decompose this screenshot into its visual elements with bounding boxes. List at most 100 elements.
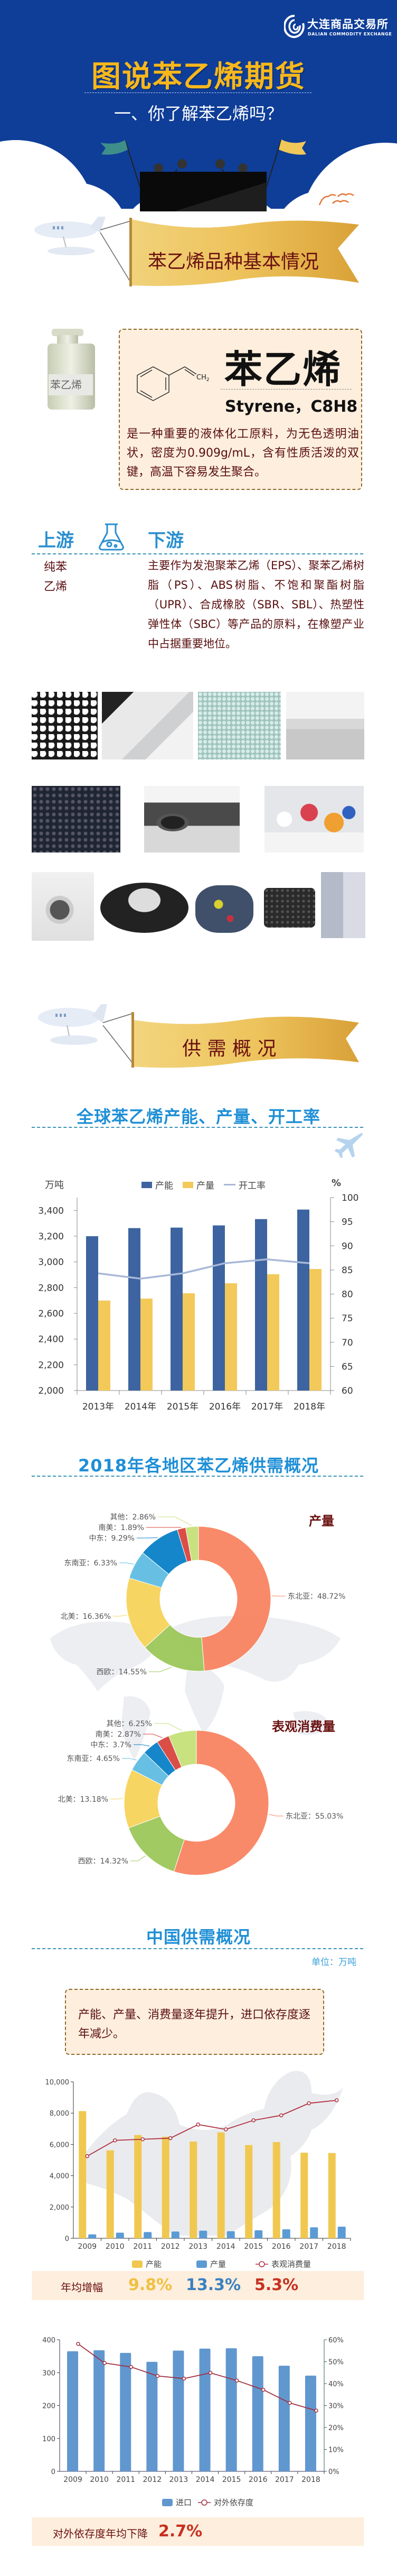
photo-laptop-keyboard	[32, 786, 120, 853]
bar-capacity	[106, 2150, 114, 2238]
slice-label: 东南亚：6.33%	[64, 1559, 117, 1568]
pie-title-consumption: 表观消费量	[272, 1719, 335, 1734]
consumption-point	[224, 2127, 228, 2132]
y-tick-label: 100	[42, 2435, 55, 2443]
styrene-description: 是一种重要的液体化工原料，为无色透明油状，密度为0.909g/mL，含有性质活泼…	[127, 428, 359, 479]
y-tick-label: 2,200	[38, 1360, 64, 1370]
regional-consumption-donut: 东北亚：55.03% 西欧：14.32% 北美：13.18% 东南亚：4.65% 中东：…	[58, 1720, 343, 1876]
y-tick-label: 0	[65, 2235, 69, 2243]
x-tick-label: 2013年	[82, 1402, 114, 1412]
legend-label: 对外依存度	[214, 2498, 254, 2507]
bar-capacity	[171, 1227, 183, 1391]
x-tick-label: 2016年	[209, 1402, 241, 1412]
leader-line	[143, 1734, 163, 1738]
bar-output	[267, 1274, 279, 1391]
china-summary-text: 产能、产量、消费量逐年提升，进口依存度逐年减少。	[78, 2008, 311, 2041]
y2-tick-label: 75	[342, 1313, 353, 1324]
title-divider	[84, 92, 311, 93]
slice-label: 北美：13.18%	[58, 1795, 108, 1804]
legend-swatch-consumption	[256, 2260, 269, 2267]
bar-capacity	[213, 1225, 225, 1391]
y2-tick-label: 80	[342, 1290, 353, 1300]
dependency-point	[314, 2408, 318, 2413]
china-divider	[32, 1948, 363, 1949]
consumption-point	[196, 2123, 200, 2127]
bar-output	[254, 2230, 263, 2238]
dce-logo-icon	[284, 14, 305, 38]
slice-label: 西欧：14.32%	[78, 1857, 128, 1866]
consumption-point	[307, 2101, 311, 2106]
bar-capacity	[86, 1236, 98, 1391]
dependency-point	[234, 2378, 239, 2383]
leader-line	[113, 1615, 127, 1617]
podium-illustration	[100, 139, 306, 211]
dependency-value: 2.7%	[158, 2522, 203, 2541]
leader-line	[122, 1758, 137, 1760]
bar-output	[309, 1269, 322, 1391]
bar-import	[252, 2356, 263, 2471]
photo-foam-sheet	[286, 692, 364, 759]
bar-import	[199, 2348, 211, 2471]
downstream-description: 主要作为发泡聚苯乙烯（EPS）、聚苯乙烯树脂（PS）、ABS树脂、不饱和聚酯树脂…	[148, 559, 364, 650]
seaplane-icon	[38, 1004, 107, 1045]
y2-tick-label: 0%	[328, 2468, 339, 2476]
bar-output	[88, 2234, 97, 2238]
leader-line	[130, 1855, 146, 1861]
donut-slice-6	[185, 1526, 199, 1561]
legend-label: 产能	[146, 2259, 162, 2269]
bottle-label: 苯乙烯	[50, 378, 82, 391]
bar-import	[173, 2350, 184, 2471]
x-tick-label: 2009	[63, 2476, 82, 2484]
bar-capacity	[255, 1219, 267, 1391]
legend-label: 产量	[210, 2259, 226, 2269]
line-dependency	[78, 2343, 317, 2411]
bar-output	[199, 2230, 207, 2238]
y-tick-label: 200	[42, 2403, 55, 2411]
x-tick-label: 2011	[116, 2476, 135, 2484]
y2-tick-label: 65	[342, 1361, 353, 1372]
dependency-point	[155, 2374, 160, 2378]
dependency-point	[208, 2370, 213, 2375]
y-tick-label: 8,000	[50, 2110, 69, 2118]
pie-title-output: 产量	[309, 1514, 334, 1528]
y2-tick-label: 95	[342, 1217, 353, 1228]
y-tick-label: 2,600	[38, 1309, 64, 1319]
upstream-heading: 上游	[38, 530, 74, 551]
x-tick-label: 2010	[90, 2476, 109, 2484]
photo-plastic-toys	[264, 786, 364, 853]
slice-label: 西欧：14.55%	[97, 1668, 147, 1676]
slice-label: 东北亚：55.03%	[286, 1812, 343, 1821]
y-tick-label: 3,000	[38, 1257, 64, 1268]
slice-label: 南美：2.87%	[96, 1730, 141, 1739]
legend-label: 产能	[155, 1181, 173, 1191]
regional-chart-divider	[32, 1476, 363, 1477]
x-tick-label: 2018	[327, 2243, 346, 2251]
legend-swatch-output	[196, 2260, 207, 2268]
growth-capacity-value: 9.8%	[128, 2276, 173, 2294]
bar-capacity	[217, 2132, 225, 2238]
x-tick-label: 2018	[301, 2476, 320, 2484]
x-tick-label: 2018年	[294, 1402, 325, 1412]
styrene-structure-diagram: CH2	[137, 366, 210, 401]
consumption-point	[251, 2118, 256, 2123]
bar-capacity	[128, 1228, 140, 1391]
y-tick-label: 400	[42, 2337, 55, 2345]
bar-output	[98, 1300, 110, 1391]
y2-axis-unit: %	[332, 1178, 342, 1189]
legend-swatch-output	[183, 1181, 193, 1188]
x-tick-label: 2010	[106, 2243, 125, 2251]
legend-label: 产量	[196, 1181, 214, 1191]
bar-capacity	[297, 1209, 309, 1391]
china-summary-box	[65, 1989, 324, 2055]
y-tick-label: 10,000	[45, 2079, 70, 2087]
growth-output-value: 13.3%	[186, 2276, 241, 2294]
bar-import	[278, 2366, 290, 2471]
global-chart-legend: 产能 产量 开工率	[141, 1178, 266, 1191]
bar-output	[226, 2231, 235, 2238]
china-section-title: 中国供需概况	[146, 1927, 251, 1947]
dependency-point	[76, 2342, 80, 2346]
slice-label: 东南亚：4.65%	[67, 1755, 120, 1763]
bar-capacity	[162, 2136, 169, 2238]
bar-import	[146, 2361, 158, 2471]
x-tick-label: 2016	[272, 2243, 291, 2251]
